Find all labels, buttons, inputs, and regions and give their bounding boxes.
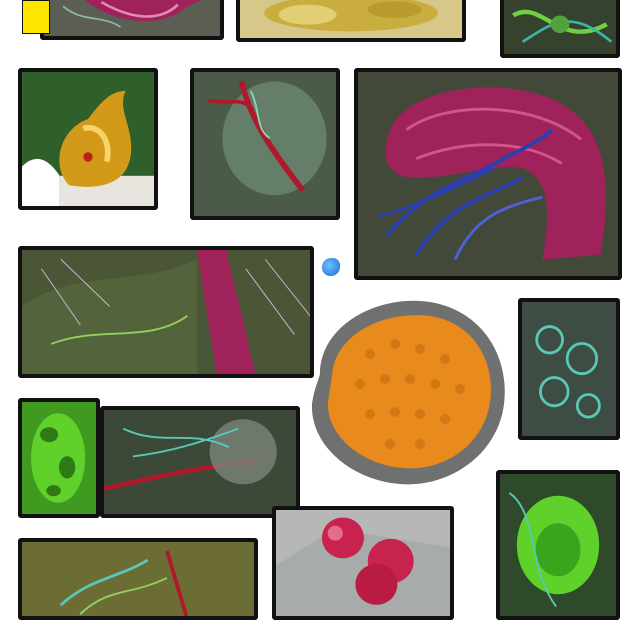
muscle-illustration bbox=[358, 72, 618, 276]
tile-wide-green-tissue[interactable] bbox=[18, 246, 314, 378]
tile-teal-lattice[interactable] bbox=[518, 298, 620, 440]
tile-top-right-green-vessels[interactable] bbox=[500, 0, 620, 58]
tile-red-vessel-network[interactable] bbox=[100, 406, 300, 518]
tissue-illustration bbox=[194, 72, 336, 216]
tissue-illustration bbox=[504, 0, 616, 54]
tile-red-vessel-tissue[interactable] bbox=[190, 68, 340, 220]
tile-olive-tissue-red-strand[interactable] bbox=[18, 538, 258, 620]
tile-red-blood-cells[interactable] bbox=[272, 506, 454, 620]
tile-top-center-yellow-tissue[interactable] bbox=[236, 0, 466, 42]
tissue-illustration bbox=[240, 0, 462, 38]
organ-illustration bbox=[22, 72, 154, 206]
blue-spot bbox=[322, 258, 340, 276]
tissue-illustration bbox=[500, 474, 616, 616]
tissue-illustration bbox=[22, 542, 254, 616]
tile-bright-green-cells[interactable] bbox=[18, 398, 100, 518]
orange-cell-illustration bbox=[311, 300, 505, 485]
cell-illustration bbox=[22, 402, 96, 514]
tissue-illustration bbox=[44, 0, 220, 36]
tile-golden-organ[interactable] bbox=[18, 68, 158, 210]
tile-green-blob[interactable] bbox=[496, 470, 620, 620]
footer bbox=[0, 624, 640, 640]
yellow-label-badge bbox=[22, 0, 50, 34]
cell-illustration bbox=[276, 510, 450, 616]
tissue-illustration bbox=[104, 410, 296, 514]
tissue-illustration bbox=[22, 250, 310, 374]
tile-top-left-magenta-tissue[interactable] bbox=[40, 0, 224, 40]
tile-magenta-muscle-blue-vessels[interactable] bbox=[354, 68, 622, 280]
tissue-illustration bbox=[522, 302, 616, 436]
